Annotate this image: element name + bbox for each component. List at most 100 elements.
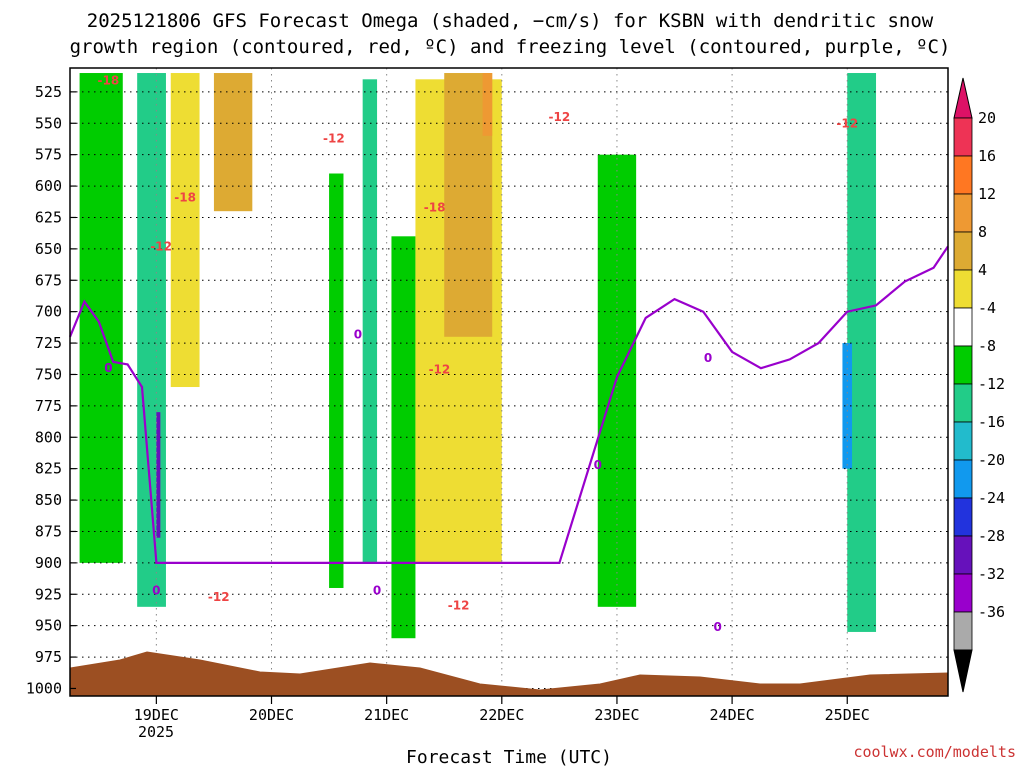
colorbar-swatch-5: [953, 269, 973, 309]
colorbar: 20 16 12 8 4 -4 -8 -12 -16 -20 -24 -28 -32 -36: [953, 77, 1005, 693]
omega-region-11: [482, 73, 493, 136]
colorbar-tick-7: -8: [978, 337, 996, 355]
omega-region-1: [79, 73, 123, 563]
colorbar-tick-12: -28: [978, 527, 1005, 545]
y-tick-label-750: 750: [35, 365, 62, 383]
x-axis-label: Forecast Time (UTC): [406, 747, 612, 768]
y-tick-label-950: 950: [35, 617, 62, 635]
colorbar-swatch-8: [953, 383, 973, 423]
y-tick-label-875: 875: [35, 522, 62, 540]
contour-label-6: -12: [429, 362, 451, 376]
colorbar-tick-9: -16: [978, 413, 1005, 431]
x-tick-label-24DEC: 24DEC: [710, 706, 755, 724]
colorbar-tick-2: 16: [978, 147, 996, 165]
contour-label-10: -12: [836, 116, 858, 130]
colorbar-swatch-9: [953, 421, 973, 461]
y-tick-label-525: 525: [35, 83, 62, 101]
chart-title-line-2: growth region (contoured, red, ºC) and f…: [70, 36, 951, 58]
y-tick-label-625: 625: [35, 208, 62, 226]
y-axis-ticks: 525 550 575 600 625 650 675 700 725 750 775 800 825 8…: [26, 83, 76, 697]
y-tick-label-675: 675: [35, 271, 62, 289]
colorbar-tick-3: 12: [978, 185, 996, 203]
colorbar-tick-14: -36: [978, 603, 1005, 621]
x-tick-label-22DEC: 22DEC: [479, 706, 524, 724]
colorbar-swatch-13: [953, 573, 973, 613]
x-tick-label-23DEC: 23DEC: [594, 706, 639, 724]
contours: [68, 245, 949, 564]
contour-label-13: 0: [152, 583, 160, 597]
colorbar-top-arrow: [953, 77, 973, 119]
terrain: [69, 651, 949, 697]
colorbar-swatch-3: [953, 193, 973, 233]
colorbar-swatch-4: [953, 231, 973, 271]
colorbar-swatch-14: [953, 611, 973, 651]
colorbar-tick-11: -24: [978, 489, 1005, 507]
omega-region-4: [170, 73, 200, 388]
omega-region-5: [213, 73, 253, 212]
contour-label-11: 0: [104, 361, 112, 375]
colorbar-swatch-10: [953, 459, 973, 499]
plot-area: [70, 68, 948, 696]
colorbar-swatch-2: [953, 155, 973, 195]
y-tick-label-850: 850: [35, 491, 62, 509]
y-tick-label-825: 825: [35, 460, 62, 478]
contour-label-12: 0: [354, 327, 362, 341]
contour-label-15: 0: [594, 458, 602, 472]
x-year-label: 2025: [138, 723, 174, 741]
omega-region-8: [391, 236, 416, 639]
colorbar-swatch-6: [953, 307, 973, 347]
contour-label-1: -18: [98, 74, 120, 88]
x-tick-label-19DEC: 19DEC: [134, 706, 179, 724]
omega-region-14: [842, 343, 853, 469]
terrain-fill: [69, 651, 949, 697]
y-tick-label-900: 900: [35, 554, 62, 572]
contour-label-9: -12: [549, 110, 571, 124]
contour-label-17: 0: [714, 620, 722, 634]
y-tick-label-650: 650: [35, 240, 62, 258]
colorbar-tick-6: -4: [978, 299, 996, 317]
colorbar-tick-10: -20: [978, 451, 1005, 469]
chart-title-line-1: 2025121806 GFS Forecast Omega (shaded, −…: [87, 10, 934, 32]
contour-labels: -18 -12 -18 -12 -18 -12 -12 -12 -12 -12 0 0 0 0 0 0 0: [98, 74, 859, 634]
y-tick-label-925: 925: [35, 585, 62, 603]
x-axis-ticks: 19DEC 20DEC 21DEC 22DEC 23DEC 24DEC 25DEC: [134, 696, 870, 724]
credit-link[interactable]: coolwx.com/modelts: [853, 743, 1016, 761]
contour-label-2: -12: [323, 131, 345, 145]
contour-label-7: -12: [208, 590, 230, 604]
contour-label-4: -12: [150, 239, 172, 253]
y-tick-label-700: 700: [35, 303, 62, 321]
colorbar-bottom-arrow: [953, 649, 973, 693]
freezing-level-contour: [68, 245, 949, 564]
colorbar-swatch-1: [953, 117, 973, 157]
colorbar-swatch-11: [953, 497, 973, 537]
y-tick-label-575: 575: [35, 146, 62, 164]
colorbar-tick-1: 20: [978, 109, 996, 127]
y-tick-label-600: 600: [35, 177, 62, 195]
omega-region-7: [362, 79, 378, 563]
colorbar-swatch-7: [953, 345, 973, 385]
colorbar-swatch-12: [953, 535, 973, 575]
colorbar-tick-13: -32: [978, 565, 1005, 583]
y-tick-label-725: 725: [35, 334, 62, 352]
x-tick-label-25DEC: 25DEC: [825, 706, 870, 724]
y-tick-label-800: 800: [35, 428, 62, 446]
colorbar-tick-4: 8: [978, 223, 987, 241]
y-tick-label-1000: 1000: [26, 679, 62, 697]
omega-region-6: [329, 173, 344, 588]
omega-region-2: [137, 73, 166, 607]
y-tick-label-550: 550: [35, 114, 62, 132]
contour-label-3: -18: [174, 190, 196, 204]
colorbar-tick-5: 4: [978, 261, 987, 279]
omega-region-3: [156, 412, 161, 538]
contour-label-14: 0: [373, 583, 381, 597]
contour-label-16: 0: [704, 351, 712, 365]
contour-label-5: -18: [424, 200, 446, 214]
y-tick-label-975: 975: [35, 648, 62, 666]
plot-border: [69, 67, 949, 697]
x-tick-label-20DEC: 20DEC: [249, 706, 294, 724]
x-tick-label-21DEC: 21DEC: [364, 706, 409, 724]
y-tick-label-775: 775: [35, 397, 62, 415]
colorbar-tick-8: -12: [978, 375, 1005, 393]
contour-label-8: -12: [448, 599, 470, 613]
